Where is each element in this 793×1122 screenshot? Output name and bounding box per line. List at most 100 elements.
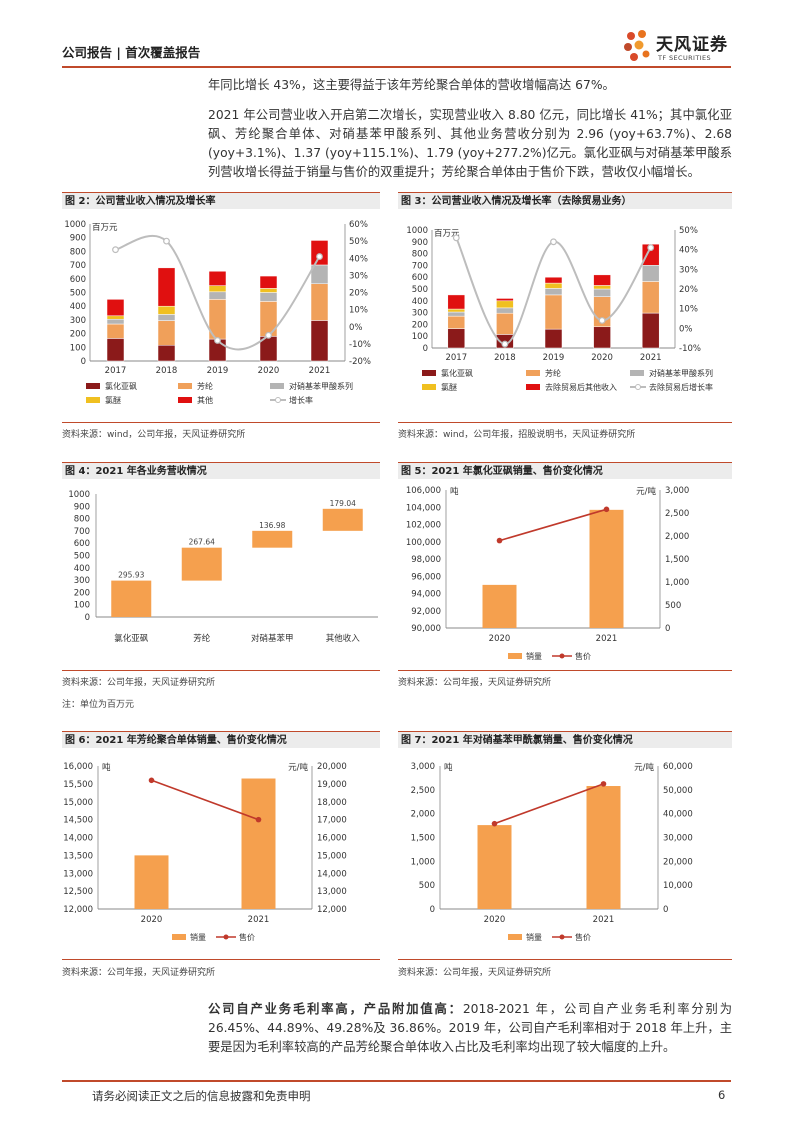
fig5-separator [398,670,732,671]
y2-tick-label: 30% [349,271,368,281]
y2-tick-label: 10% [679,305,698,315]
y2-tick-label: 0 [663,905,668,915]
y2-tick-label: 12,000 [317,905,347,915]
legend-label: 芳纶 [197,381,213,391]
y-tick-label: 2,500 [411,786,435,796]
legend-label: 对硝基苯甲酸系列 [649,368,713,378]
growth-point [550,238,557,246]
margin-paragraph: 公司自产业务毛利率高，产品附加值高：2018-2021 年，公司自产业务毛利率分… [208,1000,732,1057]
x-tick-label: 氯化亚砜 [114,633,149,644]
y-tick-label: 700 [70,261,86,271]
y2-tick-label: 20,000 [663,857,693,867]
y2-tick-label: 2,000 [665,532,689,542]
legend-label: 去除贸易后增长率 [649,382,713,392]
legend-label: 去除贸易后其他收入 [545,382,617,392]
y-unit-label: 百万元 [92,223,118,233]
bar-segment [447,294,466,310]
bar-segment [544,288,563,296]
y-tick-label: 100,000 [406,538,441,548]
bar-segment [593,288,611,297]
bar-segment [106,338,125,362]
fig5-source: 资料来源：公司年报，天风证券研究所 [398,678,552,688]
bar-segment [259,275,278,289]
y-tick-label: 100 [70,343,86,353]
legend-swatch [172,934,186,940]
legend-label: 氯醚 [441,382,457,392]
y-tick-label: 300 [412,309,428,319]
y-tick-label: 106,000 [406,486,441,496]
bar-segment [259,292,278,302]
growth-point [163,237,170,245]
x-tick-label: 2019 [207,366,229,376]
y-tick-label: 94,000 [411,590,441,600]
waterfall-bar [252,530,293,548]
price-point [603,506,610,513]
x-tick-label: 2021 [596,634,618,644]
x-tick-label: 2017 [105,366,127,376]
intro-line: 年同比增长 43%，这主要得益于该年芳纶聚合单体的营收增幅高达 67%。 [208,76,732,95]
y2-unit-label: 元/吨 [634,762,654,773]
report-header: 公司报告 | 首次覆盖报告 [62,45,201,60]
growth-point [452,234,460,242]
bar-segment [593,326,611,349]
y2-unit-label: 元/吨 [288,762,308,773]
legend-swatch [178,383,192,389]
y-tick-label: 200 [70,330,86,340]
y2-unit-label: 元/吨 [636,486,656,497]
legend-label: 销量 [526,651,542,661]
legend-label: 销量 [526,932,542,942]
bar-segment [496,298,514,302]
brand-logo: 天风证券 TF SECURITIES [622,28,732,68]
y2-tick-label: 40% [679,246,698,256]
y-tick-label: 300 [74,576,90,586]
y-tick-label: 400 [412,297,428,307]
fig3-separator [398,422,732,423]
y-tick-label: 900 [412,238,428,248]
legend-label: 售价 [575,651,591,661]
y-tick-label: 200 [412,320,428,330]
x-tick-label: 2021 [248,915,270,925]
y2-tick-label: 500 [665,601,681,611]
y2-tick-label: 30,000 [663,834,693,844]
y-tick-label: 1,500 [411,834,435,844]
fig7-separator [398,959,732,960]
y-tick-label: 104,000 [406,503,441,513]
y2-tick-label: 20,000 [317,762,347,772]
header-rule [62,66,731,68]
fig4-note: 注：单位为百万元 [62,700,135,710]
fig4-separator [62,670,380,671]
y-tick-label: 100 [74,601,90,611]
y-tick-label: 92,000 [411,607,441,617]
x-tick-label: 2021 [309,366,331,376]
x-tick-label: 2019 [543,353,565,363]
y-tick-label: 12,000 [63,905,93,915]
intro-paragraph: 2021 年公司营业收入开启第二次增长，实现营业收入 8.80 亿元，同比增长 … [208,106,732,182]
legend-swatch [508,653,522,659]
tf-logo-icon [624,30,650,61]
bar-segment [157,267,176,307]
legend-label: 增长率 [289,395,313,405]
y-tick-label: 14,500 [63,816,93,826]
y-tick-label: 12,500 [63,887,93,897]
y-tick-label: 800 [74,515,90,525]
legend-swatch [526,384,540,390]
volume-bar [589,509,624,628]
y2-tick-label: 1,500 [665,555,689,565]
fig4-source: 资料来源：公司年报，天风证券研究所 [62,678,216,688]
y2-tick-label: 50% [349,237,368,247]
legend-label: 芳纶 [545,368,561,378]
legend-swatch [422,370,436,376]
bar-segment [310,240,329,266]
fig5-title: 图 5：2021 年氯化亚砜销量、售价变化情况 [398,462,732,479]
margin-lead: 公司自产业务毛利率高，产品附加值高： [208,1002,463,1016]
y2-tick-label: -10% [349,340,371,350]
y2-tick-label: 17,000 [317,816,347,826]
intro-para2: 2021 年公司营业收入开启第二次增长，实现营业收入 8.80 亿元，同比增长 … [208,108,732,179]
x-tick-label: 其他收入 [326,633,361,644]
bar-segment [496,307,514,314]
y-tick-label: 600 [70,275,86,285]
y2-tick-label: 18,000 [317,798,347,808]
y-tick-label: 1000 [68,490,90,500]
intro-line1: 年同比增长 43%，这主要得益于该年芳纶聚合单体的营收增幅高达 67%。 [208,78,615,92]
bar-segment [106,318,125,325]
